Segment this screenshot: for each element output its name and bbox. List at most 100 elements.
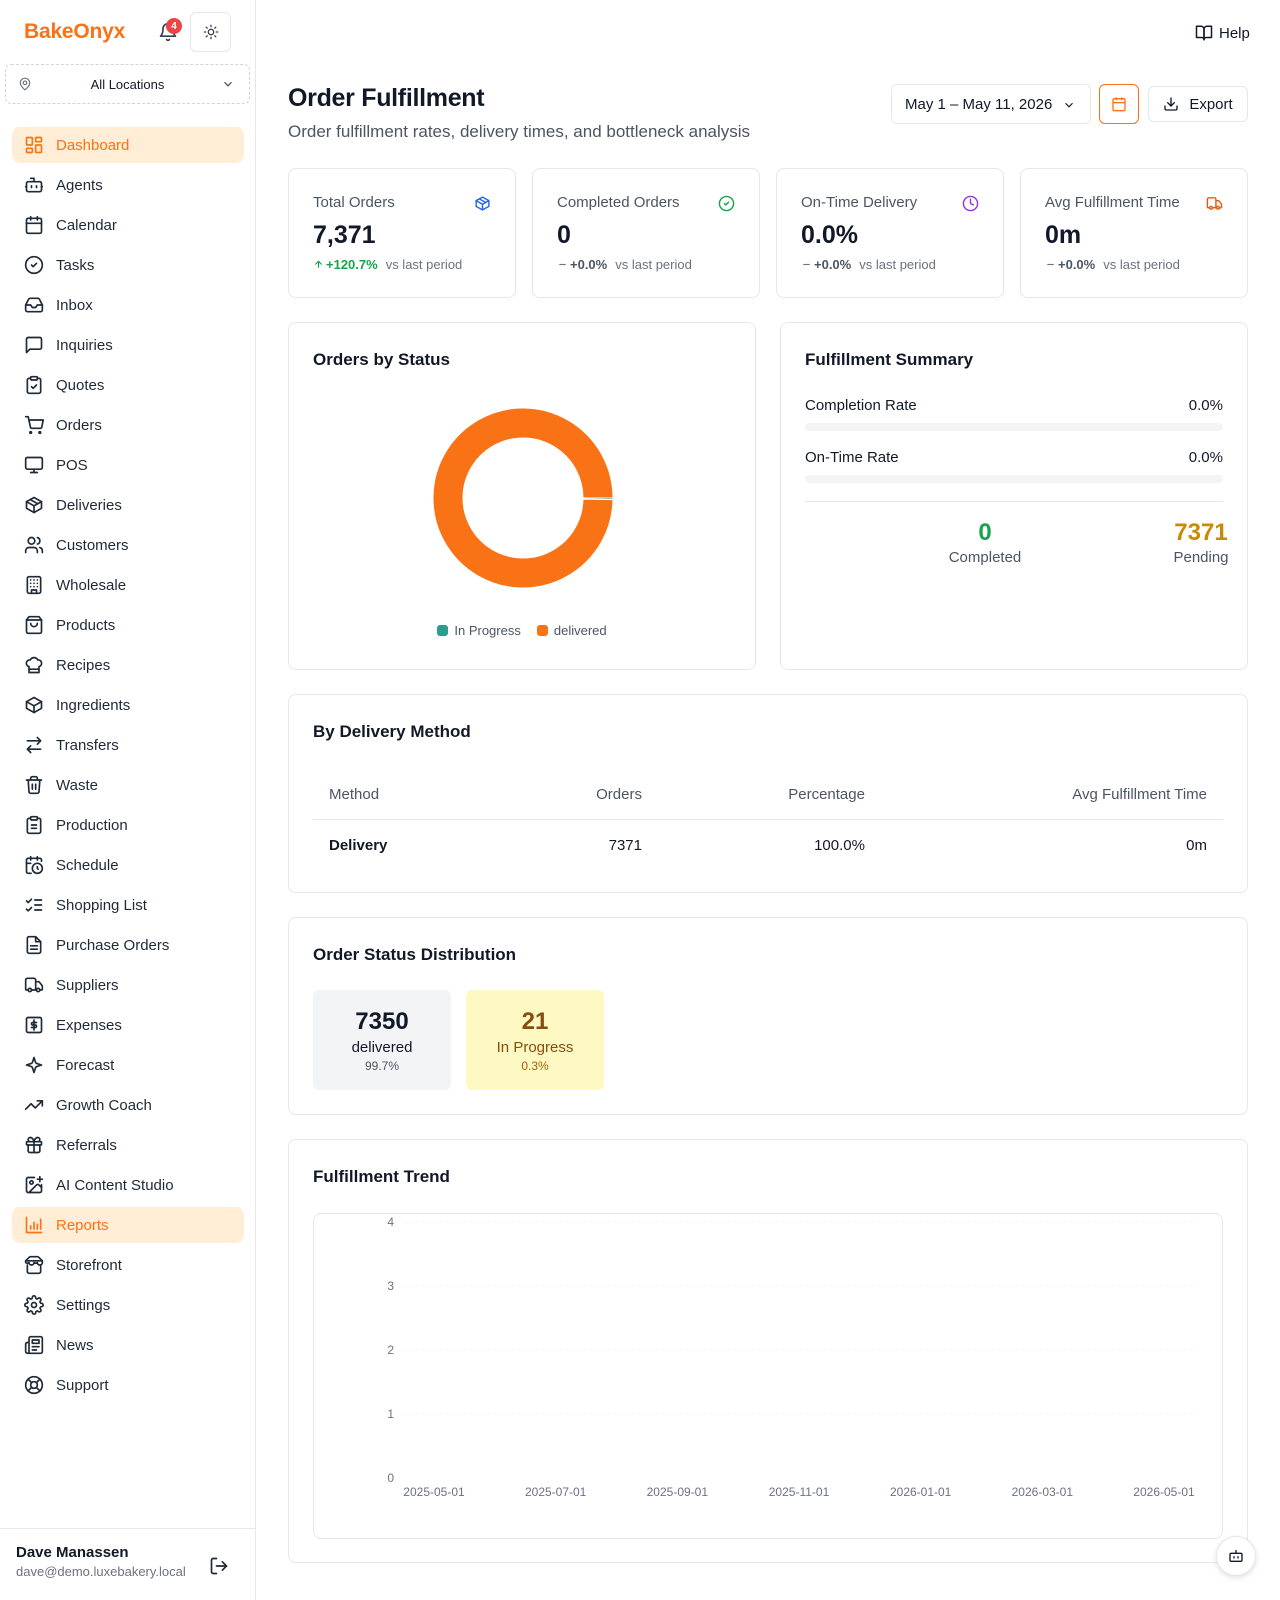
sidebar-item-support[interactable]: Support — [12, 1367, 244, 1403]
sidebar-item-reports[interactable]: Reports — [12, 1207, 244, 1243]
legend-item: delivered — [536, 623, 607, 638]
sidebar-item-label: Wholesale — [56, 576, 127, 594]
y-tick-label: 3 — [387, 1279, 394, 1293]
legend-item: In Progress — [437, 623, 521, 638]
legend-label: delivered — [553, 623, 607, 638]
ontime-rate-value: 0.0% — [1188, 449, 1223, 466]
orders-by-status-title: Orders by Status — [313, 350, 450, 369]
life-buoy-icon — [24, 1375, 44, 1395]
sidebar-item-recipes[interactable]: Recipes — [12, 647, 244, 683]
sidebar-item-inbox[interactable]: Inbox — [12, 287, 244, 323]
help-button[interactable]: Help — [1195, 24, 1250, 42]
file-icon — [26, 935, 42, 955]
sidebar-item-settings[interactable]: Settings — [12, 1287, 244, 1323]
sidebar-item-label: Settings — [56, 1296, 111, 1314]
status-distribution-item: 7350 delivered 99.7% — [313, 990, 451, 1090]
sidebar-item-label: Referrals — [56, 1136, 117, 1154]
theme-toggle-button[interactable] — [190, 12, 231, 52]
y-tick-label: 0 — [387, 1471, 394, 1485]
sidebar-item-products[interactable]: Products — [12, 607, 244, 643]
notification-badge: 4 — [166, 18, 182, 34]
brand-row: BakeOnyx — [0, 0, 255, 64]
sidebar-item-label: Forecast — [56, 1056, 115, 1074]
sidebar-item-orders[interactable]: Orders — [12, 407, 244, 443]
brand-logo[interactable]: BakeOnyx — [24, 20, 126, 43]
sidebar-item-schedule[interactable]: Schedule — [12, 847, 244, 883]
minus-icon — [1047, 263, 1054, 266]
status-count: 7350 — [355, 1008, 409, 1035]
x-tick-label: 2025-11-01 — [769, 1485, 830, 1499]
stat-value: 0.0% — [801, 221, 858, 249]
sidebar-item-deliveries[interactable]: Deliveries — [12, 487, 244, 523]
sidebar-item-inquiries[interactable]: Inquiries — [12, 327, 244, 363]
building-icon — [26, 575, 42, 595]
sidebar-item-ai-content-studio[interactable]: AI Content Studio — [12, 1167, 244, 1203]
stat-value: 7,371 — [313, 221, 376, 249]
y-tick-label: 2 — [387, 1343, 394, 1357]
stat-change: +0.0% vs last period — [801, 257, 936, 272]
sidebar-item-label: Deliveries — [56, 496, 122, 514]
inbox-icon — [24, 297, 44, 313]
sidebar-item-waste[interactable]: Waste — [12, 767, 244, 803]
users-icon — [24, 536, 44, 554]
location-select[interactable]: All Locations — [5, 64, 250, 104]
sidebar-item-calendar[interactable]: Calendar — [12, 207, 244, 243]
sidebar-item-forecast[interactable]: Forecast — [12, 1047, 244, 1083]
sidebar-item-agents[interactable]: Agents — [12, 167, 244, 203]
assistant-fab-button[interactable] — [1216, 1536, 1256, 1576]
delivery-method-table: Method Orders Percentage Avg Fulfillment… — [313, 771, 1223, 871]
sidebar-item-storefront[interactable]: Storefront — [12, 1247, 244, 1283]
page-title: Order Fulfillment — [288, 84, 485, 112]
completion-rate-bar — [805, 423, 1223, 431]
sidebar-item-quotes[interactable]: Quotes — [12, 367, 244, 403]
cell-method: Delivery — [329, 836, 388, 854]
logout-icon[interactable] — [209, 1556, 229, 1576]
donut-slice-delivered[interactable] — [432, 407, 614, 589]
date-range-select[interactable]: May 1 – May 11, 2026 — [891, 84, 1091, 124]
location-select-value: All Locations — [90, 76, 165, 92]
sidebar-item-label: Products — [56, 616, 116, 634]
sidebar-item-suppliers[interactable]: Suppliers — [12, 967, 244, 1003]
sidebar-item-production[interactable]: Production — [12, 807, 244, 843]
sidebar-item-purchase-orders[interactable]: Purchase Orders — [12, 927, 244, 963]
clipboard-icon — [26, 815, 42, 835]
stat-delta: +120.7% — [326, 257, 378, 272]
sidebar-item-expenses[interactable]: Expenses — [12, 1007, 244, 1043]
sidebar-item-label: Expenses — [56, 1016, 122, 1034]
calendar-picker-button[interactable] — [1099, 84, 1139, 124]
trash-icon — [25, 775, 43, 795]
chevron-down-icon — [1065, 102, 1073, 108]
trend-chart-svg: 0 1 2 3 4 2025-05-01 2025-07-01 2025-09-01 2025-… — [387, 1215, 1195, 1499]
ontime-rate-bar — [805, 475, 1223, 483]
sidebar-item-label: Recipes — [56, 656, 111, 674]
sidebar-item-wholesale[interactable]: Wholesale — [12, 567, 244, 603]
stat-label: Total Orders — [313, 194, 395, 211]
sidebar: BakeOnyx 4 All Locations Dashboard Agents… — [0, 0, 256, 1600]
date-range-value: May 1 – May 11, 2026 — [905, 95, 1053, 113]
download-icon — [1164, 97, 1178, 111]
sidebar-item-news[interactable]: News — [12, 1327, 244, 1363]
sidebar-item-shopping-list[interactable]: Shopping List — [12, 887, 244, 923]
stat-change: +0.0% vs last period — [1045, 257, 1180, 272]
trending-up-icon — [24, 1100, 44, 1110]
export-button[interactable]: Export — [1148, 86, 1248, 122]
calendar-clock-icon — [25, 855, 44, 875]
sidebar-item-transfers[interactable]: Transfers — [12, 727, 244, 763]
sidebar-item-ingredients[interactable]: Ingredients — [12, 687, 244, 723]
sidebar-item-referrals[interactable]: Referrals — [12, 1127, 244, 1163]
completed-count: 0 — [978, 519, 992, 546]
bot-icon — [1229, 1550, 1243, 1562]
column-header-method: Method — [313, 771, 499, 820]
newspaper-icon — [24, 1335, 44, 1355]
sidebar-item-customers[interactable]: Customers — [12, 527, 244, 563]
sparkles-icon — [25, 1056, 43, 1074]
sidebar-item-tasks[interactable]: Tasks — [12, 247, 244, 283]
sidebar-item-pos[interactable]: POS — [12, 447, 244, 483]
sun-icon — [203, 24, 218, 40]
sidebar-item-growth-coach[interactable]: Growth Coach — [12, 1087, 244, 1123]
stat-card: On-Time Delivery 0.0% +0.0% vs last period — [776, 168, 1004, 298]
dashboard-icon — [25, 136, 43, 154]
dollar-icon — [25, 1016, 43, 1034]
sidebar-item-dashboard[interactable]: Dashboard — [12, 127, 244, 163]
table-header-row: Method Orders Percentage Avg Fulfillment… — [313, 771, 1223, 820]
